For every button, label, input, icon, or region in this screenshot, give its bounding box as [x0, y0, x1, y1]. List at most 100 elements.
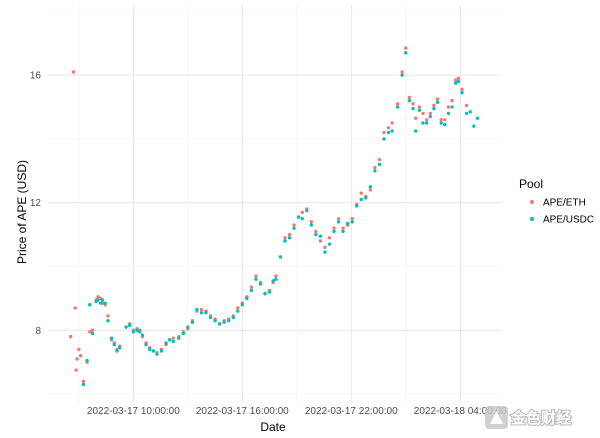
point-ape-eth: [106, 314, 110, 318]
x-tick-label: 2022-03-17 10:00:00: [87, 406, 180, 417]
point-ape-usdc: [204, 311, 208, 315]
point-ape-usdc: [167, 338, 172, 342]
point-ape-eth: [453, 78, 458, 82]
point-ape-usdc: [355, 204, 359, 208]
point-ape-eth: [350, 216, 354, 221]
point-ape-eth: [90, 328, 95, 332]
point-ape-usdc: [81, 382, 86, 387]
point-ape-usdc: [103, 301, 107, 305]
point-ape-eth: [336, 216, 341, 221]
point-ape-usdc: [118, 346, 122, 350]
point-ape-usdc: [115, 349, 119, 353]
point-ape-eth: [71, 70, 76, 74]
point-ape-usdc: [135, 328, 139, 332]
point-ape-usdc: [327, 242, 332, 246]
point-ape-usdc: [386, 130, 391, 135]
point-ape-usdc: [456, 79, 461, 84]
point-ape-usdc: [439, 121, 443, 125]
point-ape-eth: [386, 126, 391, 130]
point-ape-usdc: [213, 318, 217, 323]
point-ape-usdc: [155, 352, 159, 356]
point-ape-eth: [199, 307, 204, 312]
point-ape-usdc: [382, 137, 386, 141]
point-ape-usdc: [88, 303, 92, 307]
point-ape-usdc: [109, 336, 114, 340]
point-ape-usdc: [323, 250, 327, 254]
point-ape-usdc: [186, 325, 190, 329]
point-ape-usdc: [407, 98, 412, 103]
point-ape-usdc: [254, 277, 258, 281]
point-ape-usdc: [148, 347, 152, 352]
y-tick-label: 12: [30, 198, 42, 209]
point-ape-eth: [439, 118, 443, 122]
point-ape-eth: [464, 103, 469, 108]
point-ape-usdc: [181, 331, 185, 336]
legend-label-ape-usdc: APE/USDC: [543, 215, 594, 226]
point-ape-usdc: [177, 336, 181, 340]
point-ape-eth: [318, 239, 323, 243]
point-ape-usdc: [283, 239, 287, 243]
point-ape-usdc: [318, 234, 323, 238]
point-ape-eth: [74, 368, 78, 372]
legend-label-ape-eth: APE/ETH: [543, 198, 586, 209]
watermark-logo: 金色财经: [485, 406, 572, 429]
point-ape-usdc: [464, 111, 469, 116]
x-tick-label: 2022-03-17 22:00:00: [305, 406, 398, 417]
point-ape-eth: [404, 46, 408, 50]
point-ape-eth: [421, 111, 425, 116]
point-ape-eth: [171, 336, 175, 340]
point-ape-eth: [417, 105, 422, 109]
point-ape-usdc: [159, 349, 164, 353]
point-ape-usdc: [411, 106, 415, 111]
point-ape-eth: [411, 102, 415, 106]
point-ape-usdc: [263, 291, 267, 296]
point-ape-eth: [456, 76, 461, 81]
point-ape-usdc: [446, 111, 451, 116]
point-ape-eth: [359, 191, 363, 195]
point-ape-eth: [254, 274, 258, 278]
point-ape-eth: [309, 220, 314, 224]
point-ape-usdc: [98, 301, 103, 305]
point-ape-usdc: [208, 315, 213, 320]
point-ape-usdc: [85, 358, 89, 363]
legend-title: Pool: [519, 177, 543, 191]
point-ape-eth: [236, 306, 240, 310]
point-ape-usdc: [171, 339, 175, 344]
point-ape-usdc: [90, 331, 95, 336]
point-ape-usdc: [373, 169, 377, 173]
point-ape-usdc: [468, 110, 472, 114]
point-ape-usdc: [414, 129, 418, 133]
point-ape-usdc: [432, 106, 436, 111]
legend-key-ape-usdc: [530, 217, 534, 221]
point-ape-usdc: [140, 333, 145, 337]
point-ape-eth: [78, 354, 83, 358]
point-ape-eth: [435, 97, 440, 101]
point-ape-usdc: [249, 288, 254, 293]
point-ape-eth: [382, 130, 386, 135]
point-ape-usdc: [305, 208, 309, 213]
point-ape-usdc: [164, 341, 168, 345]
point-ape-eth: [88, 330, 92, 334]
point-ape-usdc: [144, 342, 148, 347]
point-ape-eth: [283, 236, 287, 240]
point-ape-usdc: [359, 197, 363, 202]
point-ape-usdc: [222, 320, 226, 324]
point-ape-usdc: [435, 100, 440, 104]
series-ape-usdc: [81, 51, 480, 387]
point-ape-eth: [75, 357, 79, 361]
point-ape-eth: [69, 334, 73, 339]
point-ape-usdc: [112, 342, 116, 347]
point-ape-usdc: [151, 349, 156, 353]
point-ape-usdc: [240, 303, 245, 307]
point-ape-usdc: [100, 298, 105, 302]
point-ape-usdc: [271, 279, 275, 283]
point-ape-eth: [73, 306, 77, 310]
watermark-text: 金色财经: [510, 409, 571, 427]
point-ape-usdc: [195, 307, 199, 312]
point-ape-eth: [390, 121, 394, 125]
point-ape-usdc: [475, 116, 480, 120]
point-ape-usdc: [400, 73, 404, 77]
point-ape-usdc: [278, 255, 283, 259]
x-axis-ticks: 2022-03-17 10:00:00 2022-03-17 16:00:00 20…: [87, 406, 507, 417]
